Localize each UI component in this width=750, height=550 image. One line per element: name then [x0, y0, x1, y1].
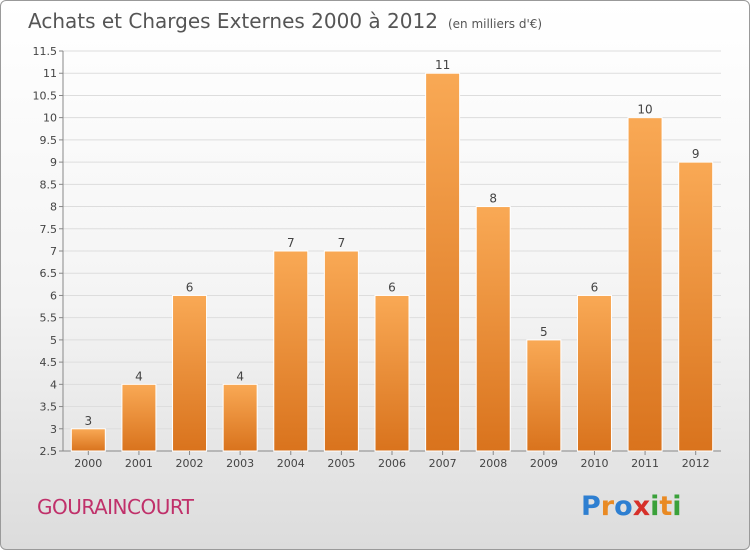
logo-letter: t [659, 491, 673, 522]
y-tick-label: 5.5 [40, 312, 58, 325]
y-tick-label: 3 [50, 423, 57, 436]
data-label: 4 [135, 369, 143, 383]
y-tick-label: 6.5 [40, 267, 58, 280]
x-tick-label: 2010 [580, 457, 608, 470]
y-tick-label: 11.5 [33, 45, 58, 58]
x-tick-label: 2003 [226, 457, 254, 470]
x-tick-label: 2007 [429, 457, 457, 470]
bar [374, 294, 410, 452]
y-tick-label: 9 [50, 156, 57, 169]
proxiti-logo[interactable]: Proxiti [581, 491, 682, 522]
title-text: Achats et Charges Externes 2000 à 2012 [28, 9, 438, 33]
y-tick-label: 5 [50, 334, 57, 347]
logo-letter: o [614, 491, 633, 522]
x-tick-label: 2006 [378, 457, 406, 470]
y-tick-label: 8 [50, 201, 57, 214]
bars: 3 4 6 4 7 7 6 11 8 5 6 10 9 [70, 58, 714, 452]
data-label: 5 [540, 325, 548, 339]
x-tick-label: 2009 [530, 457, 558, 470]
commune-name: GOURAINCOURT [37, 495, 194, 519]
bar [273, 250, 309, 452]
y-tick-label: 2.5 [40, 445, 58, 458]
logo-letter: P [581, 491, 601, 522]
x-tick-label: 2002 [176, 457, 204, 470]
data-label: 3 [84, 414, 92, 428]
bar [121, 383, 157, 452]
bar [627, 117, 663, 452]
bar [678, 161, 714, 452]
bar [526, 339, 562, 452]
y-tick-label: 3.5 [40, 401, 58, 414]
y-tick-label: 7 [50, 245, 57, 258]
data-label: 6 [186, 280, 194, 294]
bar [222, 383, 258, 452]
y-tick-label: 8.5 [40, 178, 58, 191]
logo-letter: x [632, 491, 651, 522]
x-tick-label: 2001 [125, 457, 153, 470]
x-tick-label: 2011 [631, 457, 659, 470]
x-tick-label: 2004 [277, 457, 305, 470]
y-tick-label: 10.5 [33, 89, 58, 102]
y-tick-label: 10 [43, 112, 57, 125]
x-tick-label: 2012 [682, 457, 710, 470]
y-tick-label: 9.5 [40, 134, 58, 147]
logo-letter: r [600, 491, 615, 522]
data-label: 9 [692, 147, 700, 161]
y-tick-label: 4.5 [40, 356, 58, 369]
data-label: 10 [637, 103, 652, 117]
bar [70, 428, 106, 452]
logo-letter: i [650, 491, 660, 522]
data-label: 6 [591, 280, 599, 294]
bar [172, 294, 208, 452]
data-label: 4 [236, 369, 244, 383]
x-tick-label: 2000 [74, 457, 102, 470]
data-label: 6 [388, 280, 396, 294]
data-label: 7 [338, 236, 346, 250]
x-tick-label: 2005 [327, 457, 355, 470]
x-tick-label: 2008 [479, 457, 507, 470]
bar [323, 250, 359, 452]
chart-title: Achats et Charges Externes 2000 à 2012 (e… [28, 9, 542, 33]
y-tick-label: 7.5 [40, 223, 58, 236]
data-label: 7 [287, 236, 295, 250]
y-tick-label: 6 [50, 289, 57, 302]
bar [475, 206, 511, 452]
data-label: 11 [435, 58, 450, 72]
bar [576, 294, 612, 452]
logo-letter: i [672, 491, 682, 522]
subtitle-text: (en milliers d'€) [447, 17, 543, 31]
x-axis: 2000 2001 2002 2003 2004 2005 2006 2007 2008 2009… [74, 451, 710, 470]
y-tick-label: 11 [43, 67, 57, 80]
y-tick-label: 4 [50, 378, 57, 391]
bar [425, 72, 461, 452]
data-label: 8 [489, 192, 497, 206]
